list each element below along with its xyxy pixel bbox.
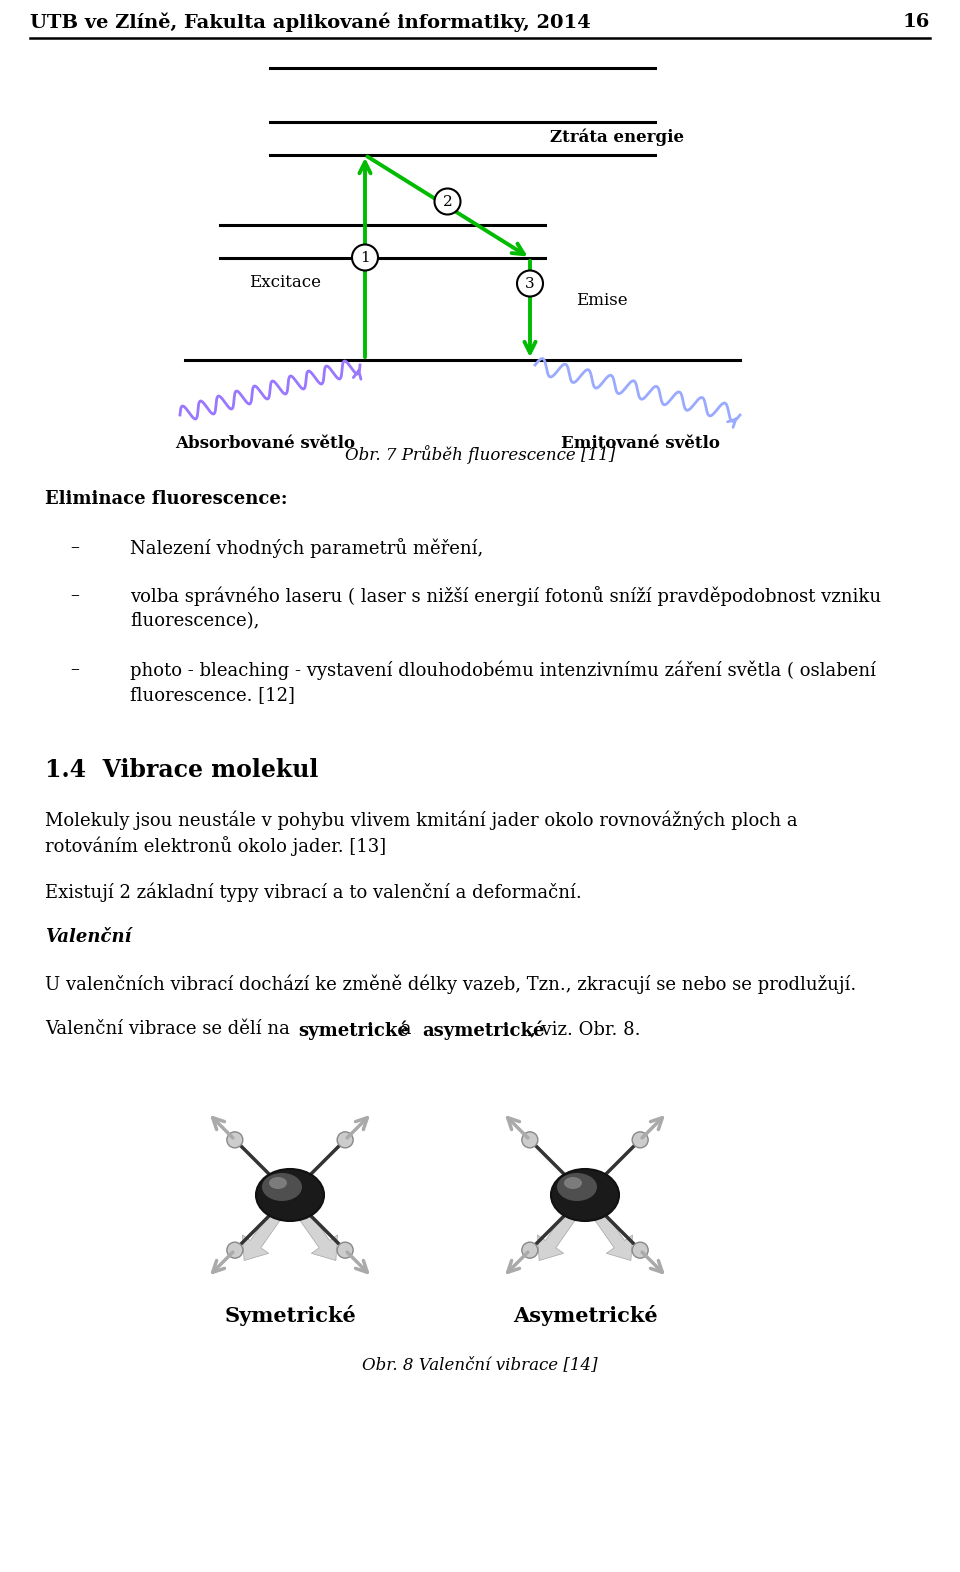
Text: –: – — [71, 660, 80, 678]
Text: –: – — [71, 538, 80, 556]
Text: symetrické: symetrické — [298, 1020, 409, 1039]
Text: Obr. 7 Průběh fluorescence [11]: Obr. 7 Průběh fluorescence [11] — [345, 445, 615, 464]
Text: UTB ve Zlíně, Fakulta aplikované informatiky, 2014: UTB ve Zlíně, Fakulta aplikované informa… — [30, 13, 590, 31]
Ellipse shape — [262, 1173, 302, 1201]
Text: , viz. Obr. 8.: , viz. Obr. 8. — [530, 1020, 640, 1038]
Circle shape — [632, 1132, 648, 1148]
Text: Nalezení vhodných parametrů měření,: Nalezení vhodných parametrů měření, — [130, 538, 483, 558]
Circle shape — [352, 245, 378, 270]
Ellipse shape — [564, 1177, 582, 1188]
Circle shape — [522, 1242, 538, 1258]
Text: Obr. 8 Valenční vibrace [14]: Obr. 8 Valenční vibrace [14] — [362, 1357, 598, 1374]
Text: Asymetrické: Asymetrické — [513, 1305, 658, 1325]
Circle shape — [337, 1132, 353, 1148]
Circle shape — [435, 189, 461, 214]
Circle shape — [522, 1132, 538, 1148]
Text: Symetrické: Symetrické — [224, 1305, 356, 1325]
Text: 2: 2 — [443, 195, 452, 209]
Text: Absorbované světlo: Absorbované světlo — [175, 434, 355, 451]
Text: 1: 1 — [360, 250, 370, 264]
Text: volba správného laseru ( laser s nižší energií fotonů sníží pravděpodobnost vzni: volba správného laseru ( laser s nižší e… — [130, 586, 881, 605]
Text: a: a — [396, 1020, 418, 1038]
Text: Valenční: Valenční — [45, 927, 132, 946]
FancyArrow shape — [285, 1192, 338, 1261]
Text: 16: 16 — [902, 13, 930, 31]
Text: 1.4  Vibrace molekul: 1.4 Vibrace molekul — [45, 758, 319, 781]
Circle shape — [227, 1132, 243, 1148]
FancyArrow shape — [580, 1192, 633, 1261]
Text: 3: 3 — [525, 277, 535, 291]
Text: Eliminace fluorescence:: Eliminace fluorescence: — [45, 490, 287, 508]
Text: Existují 2 základní typy vibrací a to valenční a deformační.: Existují 2 základní typy vibrací a to va… — [45, 882, 582, 901]
Text: U valenčních vibrací dochází ke změně délky vazeb, Tzn., zkracují se nebo se pro: U valenčních vibrací dochází ke změně dé… — [45, 975, 856, 994]
Text: Excitace: Excitace — [249, 274, 321, 291]
Text: asymetrické: asymetrické — [422, 1020, 545, 1039]
Ellipse shape — [551, 1170, 619, 1221]
Text: fluorescence. [12]: fluorescence. [12] — [130, 685, 295, 704]
Text: –: – — [71, 586, 80, 604]
Text: Ztráta energie: Ztráta energie — [550, 129, 684, 146]
FancyArrow shape — [243, 1192, 296, 1261]
Circle shape — [337, 1242, 353, 1258]
Text: fluorescence),: fluorescence), — [130, 612, 259, 630]
Circle shape — [632, 1242, 648, 1258]
Text: Emitované světlo: Emitované světlo — [561, 434, 719, 451]
Ellipse shape — [256, 1170, 324, 1221]
Circle shape — [227, 1242, 243, 1258]
Text: photo - bleaching - vystavení dlouhodobému intenzivnímu záření světla ( oslabení: photo - bleaching - vystavení dlouhodobé… — [130, 660, 876, 679]
Text: Emise: Emise — [576, 292, 628, 310]
Text: rotováním elektronů okolo jader. [13]: rotováním elektronů okolo jader. [13] — [45, 836, 386, 855]
Ellipse shape — [557, 1173, 597, 1201]
Text: Molekuly jsou neustále v pohybu vlivem kmitání jader okolo rovnovážných ploch a: Molekuly jsou neustále v pohybu vlivem k… — [45, 810, 798, 830]
Ellipse shape — [269, 1177, 287, 1188]
FancyArrow shape — [538, 1192, 590, 1261]
Text: Valenční vibrace se dělí na: Valenční vibrace se dělí na — [45, 1020, 296, 1038]
Circle shape — [517, 270, 543, 297]
